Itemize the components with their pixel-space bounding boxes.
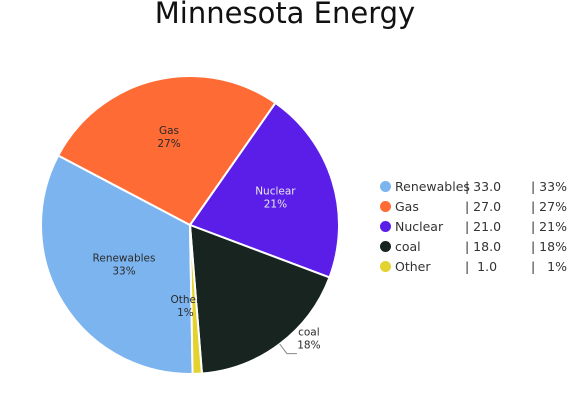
slice-percent-renewables: 33% [112,266,135,278]
legend-label: Gas [395,198,419,214]
legend-value: | 18.0 [465,238,502,254]
legend-swatch-other [380,260,391,272]
legend-percent: | 21% [531,218,567,234]
legend-value: | 1.0 [465,258,498,274]
slice-percent-coal: 18% [297,340,320,352]
legend-percent: | 33% [531,178,567,194]
legend-value: | 33.0 [465,178,502,194]
legend-label: coal [395,238,421,254]
legend-percent: | 1% [531,258,567,274]
legend-swatch-nuclear [380,220,391,232]
pie-slice-nuclear[interactable] [188,101,340,279]
legend: Renewables | 33.0 | 33% Gas | 27.0 | 27%… [380,176,570,276]
pie-slice-other[interactable] [189,224,204,375]
slice-label-other: Other [170,294,200,306]
slice-label-coal: coal [298,327,320,339]
slice-percent-nuclear: 21% [264,199,287,211]
leader-line-coal [279,343,297,355]
legend-percent: | 27% [531,198,567,214]
legend-item-renewables[interactable]: Renewables | 33.0 | 33% [380,176,570,196]
legend-item-coal[interactable]: coal | 18.0 | 18% [380,236,570,256]
slice-label-renewables: Renewables [93,253,156,265]
slice-label-gas: Gas [159,125,179,137]
pie-slice-renewables[interactable] [40,154,194,375]
legend-item-gas[interactable]: Gas | 27.0 | 27% [380,196,570,216]
chart-title: Minnesota Energy [154,0,416,30]
legend-label: Nuclear [395,218,444,234]
pie-slice-gas[interactable] [56,75,277,227]
slice-percent-other: 1% [177,307,194,319]
legend-item-other[interactable]: Other | 1.0 | 1% [380,256,570,276]
legend-value: | 21.0 [465,218,502,234]
legend-value: | 27.0 [465,198,502,214]
legend-swatch-renewables [380,180,391,192]
pie-slice-coal[interactable] [188,223,331,375]
legend-label: Other [395,258,431,274]
slice-label-nuclear: Nuclear [255,186,296,198]
slice-percent-gas: 27% [157,138,180,150]
legend-label: Renewables [395,178,470,194]
legend-percent: | 18% [531,238,567,254]
legend-item-nuclear[interactable]: Nuclear | 21.0 | 21% [380,216,570,236]
legend-swatch-gas [380,200,391,212]
legend-swatch-coal [380,240,391,252]
